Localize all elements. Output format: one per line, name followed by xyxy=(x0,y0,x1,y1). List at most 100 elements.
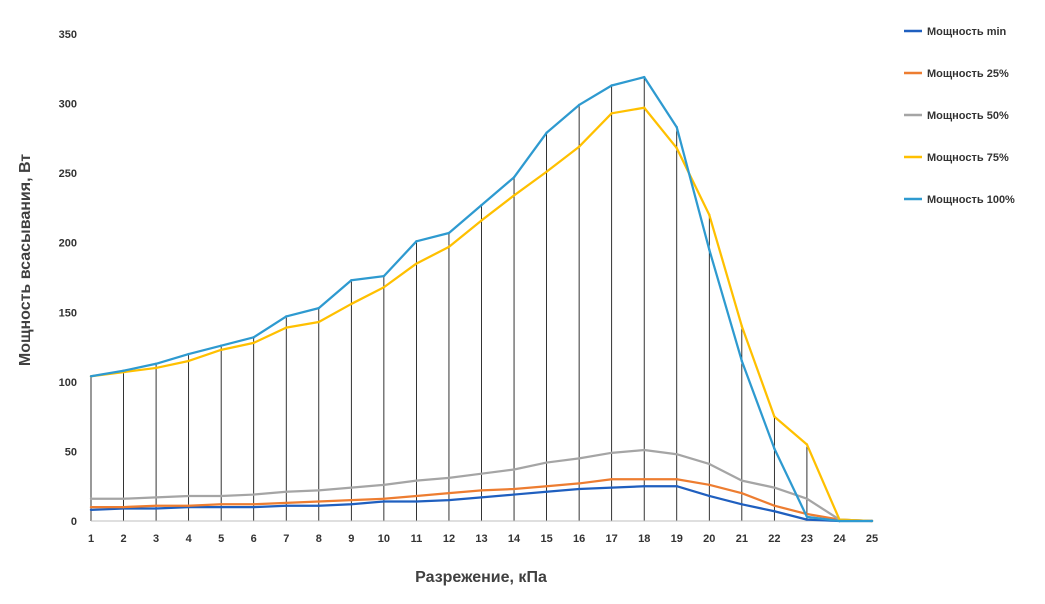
x-tick-label: 11 xyxy=(411,533,423,545)
x-tick-label: 17 xyxy=(606,533,618,545)
data-point xyxy=(89,375,93,378)
data-point xyxy=(252,341,255,345)
x-axis-title: Разрежение, кПа xyxy=(415,569,547,586)
data-point xyxy=(447,491,451,495)
data-point xyxy=(773,504,776,507)
data-point xyxy=(317,500,320,503)
x-tick-label: 8 xyxy=(316,533,322,545)
legend-label: Мощность 75% xyxy=(927,152,1009,164)
data-point xyxy=(285,501,288,505)
data-point xyxy=(577,145,581,148)
y-tick-label: 150 xyxy=(59,307,77,319)
data-point xyxy=(252,493,255,496)
data-point xyxy=(350,503,353,506)
data-point xyxy=(740,503,744,506)
x-tick-label: 13 xyxy=(475,533,487,545)
data-point xyxy=(219,348,223,352)
data-point xyxy=(317,504,320,507)
data-point xyxy=(122,369,125,372)
data-point xyxy=(350,486,353,489)
data-point xyxy=(773,486,776,489)
x-tick-label: 5 xyxy=(218,533,224,545)
y-tick-label: 350 xyxy=(59,29,77,41)
data-point xyxy=(708,494,711,498)
legend: Мощность min Мощность 25% Мощность 50% Мощн… xyxy=(904,26,1015,206)
data-point xyxy=(643,448,646,452)
data-point xyxy=(219,503,223,506)
data-point xyxy=(805,497,809,500)
data-point xyxy=(285,315,288,318)
data-point xyxy=(675,478,678,481)
data-point xyxy=(382,274,386,278)
legend-label: Мощность min xyxy=(927,26,1007,38)
data-point xyxy=(805,518,809,521)
data-point xyxy=(545,490,548,493)
x-tick-label: 9 xyxy=(348,533,354,545)
data-point xyxy=(610,84,613,87)
data-point xyxy=(675,485,678,488)
x-tick-label: 22 xyxy=(768,533,780,545)
data-point xyxy=(610,112,613,115)
data-point xyxy=(512,487,516,491)
data-point xyxy=(252,505,255,509)
x-tick-label: 7 xyxy=(283,533,289,545)
data-point xyxy=(610,478,613,481)
x-tick-label: 3 xyxy=(153,533,159,545)
data-point xyxy=(122,505,125,509)
data-point xyxy=(545,485,548,488)
data-point xyxy=(643,478,646,481)
legend-label: Мощность 25% xyxy=(927,68,1009,80)
data-point xyxy=(740,325,744,328)
x-tick-label: 20 xyxy=(703,533,715,545)
data-point xyxy=(187,352,190,356)
data-point xyxy=(512,176,516,179)
data-point xyxy=(870,519,874,523)
data-point xyxy=(382,497,386,500)
x-tick-label: 1 xyxy=(88,533,94,545)
data-point xyxy=(740,359,744,363)
data-point xyxy=(382,500,386,503)
data-point xyxy=(480,203,483,207)
data-point xyxy=(415,479,418,482)
data-point xyxy=(415,500,418,503)
data-point xyxy=(708,483,711,487)
data-point xyxy=(252,336,255,339)
data-point xyxy=(545,170,548,173)
data-point xyxy=(675,126,678,129)
data-point xyxy=(577,482,581,485)
x-tick-label: 2 xyxy=(120,533,126,545)
data-point xyxy=(805,443,809,446)
x-tick-label: 23 xyxy=(801,533,813,545)
data-point xyxy=(415,494,418,498)
data-point xyxy=(708,248,711,251)
x-tick-label: 16 xyxy=(573,533,585,545)
y-tick-label: 300 xyxy=(59,99,77,111)
data-point xyxy=(643,485,646,488)
data-point xyxy=(350,302,353,306)
data-point xyxy=(773,415,776,418)
data-point xyxy=(447,498,451,502)
data-point xyxy=(577,103,581,107)
data-point xyxy=(317,489,320,492)
data-point xyxy=(838,519,841,523)
data-point xyxy=(545,131,548,134)
data-point xyxy=(610,451,613,455)
data-point xyxy=(708,213,711,217)
x-tick-label: 19 xyxy=(671,533,683,545)
data-point xyxy=(740,479,744,482)
data-point xyxy=(610,486,613,489)
y-tick-label: 200 xyxy=(59,238,77,250)
data-point xyxy=(219,494,223,498)
data-point xyxy=(512,194,516,197)
data-point xyxy=(285,326,288,329)
data-point xyxy=(708,462,711,466)
data-point xyxy=(219,344,223,347)
data-point xyxy=(154,366,158,370)
data-point xyxy=(415,240,418,243)
data-point xyxy=(447,476,451,480)
x-tick-label: 6 xyxy=(251,533,257,545)
x-tick-label: 15 xyxy=(540,533,552,545)
data-point xyxy=(545,461,548,464)
